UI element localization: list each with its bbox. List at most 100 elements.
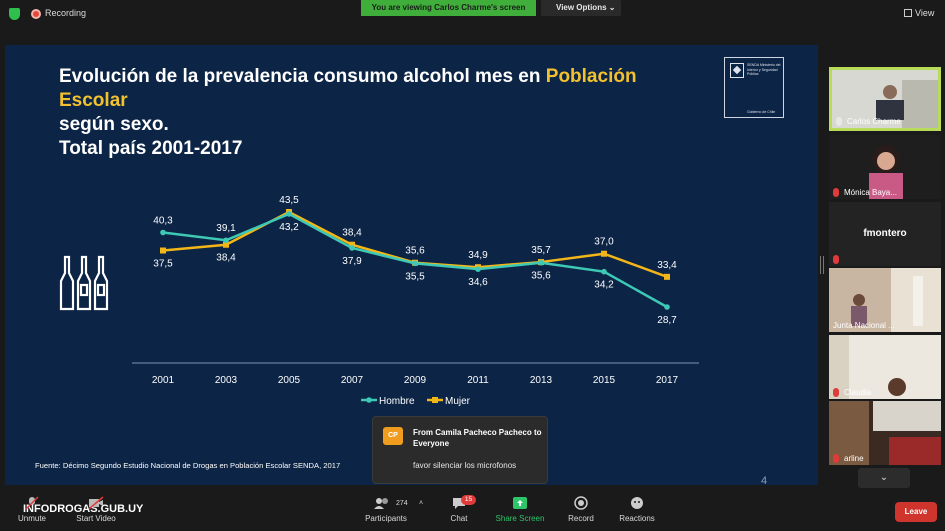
data-label-hombre: 34,6 — [468, 277, 488, 288]
pin-icon — [836, 117, 842, 126]
data-point-mujer — [349, 241, 355, 248]
legend-marker — [432, 397, 438, 403]
chevron-up-icon[interactable]: ˄ — [419, 500, 424, 507]
data-point-mujer — [223, 241, 229, 248]
mic-off-icon — [25, 496, 39, 510]
mic-muted-icon — [833, 188, 839, 197]
page-number: 4 — [761, 475, 768, 485]
recording-label: Recording — [45, 8, 87, 18]
share-screen-button[interactable]: Share Screen — [494, 496, 546, 523]
chat-unread-badge: 15 — [461, 495, 476, 505]
participant-name: Junta Nacional ... — [833, 321, 895, 330]
grid-icon — [904, 9, 912, 17]
data-label-hombre: 35,5 — [405, 271, 425, 282]
line-chart: 40,3 37,5 2001 39,1 38,4 2003 43,2 43,5 2005 37,9… — [59, 195, 699, 407]
data-point-mujer — [664, 273, 670, 280]
share-screen-label: Share Screen — [495, 514, 545, 523]
data-label-mujer: 38,4 — [216, 253, 236, 264]
unmute-button[interactable]: Unmute — [14, 496, 50, 523]
participants-button[interactable]: Participants — [360, 496, 412, 523]
chevron-down-icon: ⌄ — [608, 3, 616, 12]
logo-text: SENDA Ministerio del Interior y Segurida… — [747, 63, 781, 76]
participant-tile[interactable]: Carlos Charme — [829, 67, 941, 131]
data-label-mujer: 37,0 — [594, 237, 614, 248]
x-tick-label: 2011 — [467, 375, 489, 386]
title-line3: según sexo. — [59, 114, 169, 135]
data-label-hombre: 28,7 — [657, 315, 677, 326]
x-tick-label: 2017 — [656, 375, 679, 386]
data-point-hombre — [349, 245, 355, 251]
data-point-hombre — [475, 266, 481, 272]
chat-notification[interactable]: CP From Camila Pacheco Pacheco to Everyo… — [372, 416, 548, 484]
participant-tile[interactable]: Mónica Baya... — [829, 135, 941, 199]
data-label-mujer: 35,6 — [405, 246, 425, 257]
x-tick-label: 2013 — [530, 375, 553, 386]
legend-label: Mujer — [445, 396, 471, 407]
reactions-label: Reactions — [619, 514, 655, 523]
series-line-mujer — [162, 210, 668, 279]
data-label-mujer: 43,5 — [279, 195, 299, 206]
participant-tile[interactable]: arline — [829, 401, 941, 465]
government-emblem-icon — [730, 63, 744, 78]
share-screen-icon — [513, 497, 527, 509]
data-label-mujer: 35,7 — [531, 245, 551, 256]
participants-icon — [374, 498, 388, 509]
mic-muted-icon — [833, 255, 839, 264]
bottles-icon — [59, 255, 109, 311]
video-feed — [829, 268, 941, 332]
data-label-hombre: 35,6 — [531, 271, 551, 282]
participant-name: arline — [844, 454, 864, 463]
data-label-hombre: 43,2 — [279, 222, 299, 233]
top-bar: Recording You are viewing Carlos Charme'… — [0, 0, 945, 28]
mic-muted-icon — [833, 454, 839, 463]
record-label: Record — [568, 514, 594, 523]
senda-logo: SENDA Ministerio del Interior y Segurida… — [724, 57, 784, 118]
chevron-down-icon: ⌄ — [879, 472, 889, 483]
leave-button[interactable]: Leave — [895, 502, 937, 522]
data-label-mujer: 38,4 — [342, 228, 362, 239]
participant-tile[interactable]: Junta Nacional ... — [829, 268, 941, 332]
recording-icon — [31, 9, 41, 19]
shield-icon[interactable] — [9, 8, 20, 20]
title-text: Evolución de la prevalencia consumo alco… — [59, 66, 546, 87]
reactions-button[interactable]: Reactions — [617, 496, 657, 523]
participants-count: 274 — [396, 500, 408, 507]
data-point-hombre — [601, 268, 607, 275]
source-note: Fuente: Décimo Segundo Estudio Nacional … — [35, 461, 341, 470]
view-options-label: View Options — [556, 3, 607, 12]
data-label-hombre: 40,3 — [153, 216, 173, 227]
legend-label: Hombre — [379, 396, 415, 407]
start-video-button[interactable]: Start Video — [72, 496, 120, 523]
video-feed — [832, 70, 938, 128]
video-feed — [829, 135, 941, 199]
video-feed — [829, 401, 941, 465]
data-point-hombre — [664, 304, 670, 310]
participant-name: Mónica Baya... — [844, 188, 897, 197]
unmute-label: Unmute — [17, 514, 46, 523]
x-tick-label: 2007 — [341, 375, 364, 386]
chat-sender: From Camila Pacheco Pacheco to Everyone — [413, 428, 542, 448]
data-label-hombre: 39,1 — [216, 223, 236, 234]
start-video-label: Start Video — [76, 514, 116, 523]
view-label: View — [915, 8, 935, 18]
panel-resize-handle[interactable] — [820, 256, 824, 274]
view-options-button[interactable]: View Options ⌄ — [541, 0, 621, 16]
participant-name: Carlos Charme — [847, 117, 901, 126]
data-label-mujer: 34,9 — [468, 250, 488, 261]
data-point-hombre — [286, 211, 292, 217]
avatar: CP — [383, 427, 403, 445]
chat-message: favor silenciar los microfonos — [413, 461, 517, 470]
x-tick-label: 2005 — [278, 375, 301, 386]
video-off-icon — [88, 496, 104, 510]
participant-tile[interactable]: Claudia — [829, 335, 941, 399]
record-button[interactable]: Record — [566, 496, 596, 523]
participant-tile[interactable]: fmontero — [829, 202, 941, 266]
shared-screen-slide: Evolución de la prevalencia consumo alco… — [5, 45, 818, 485]
participant-name: fmontero — [863, 228, 907, 239]
participant-name: Claudia — [844, 388, 872, 397]
legend-marker — [366, 397, 372, 403]
scroll-down-button[interactable]: ⌄ — [858, 468, 910, 488]
data-point-hombre — [223, 237, 229, 244]
view-button[interactable]: View — [904, 8, 934, 18]
data-label-mujer: 33,4 — [657, 260, 677, 271]
